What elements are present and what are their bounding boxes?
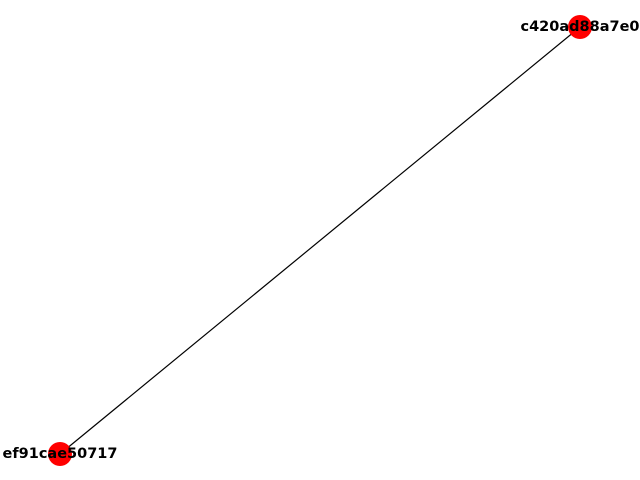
edges-layer bbox=[59, 26, 581, 455]
edge-n1-n2 bbox=[59, 26, 581, 455]
node-ef91cae50717 bbox=[48, 442, 72, 466]
node-label-ef91cae50717: ef91cae50717 bbox=[3, 446, 118, 462]
labels-layer: c420ad88a7e0 ef91cae50717 bbox=[3, 19, 640, 462]
nodes-layer bbox=[48, 15, 592, 466]
node-label-c420ad88a7e0: c420ad88a7e0 bbox=[520, 19, 639, 35]
node-c420ad88a7e0 bbox=[568, 15, 592, 39]
